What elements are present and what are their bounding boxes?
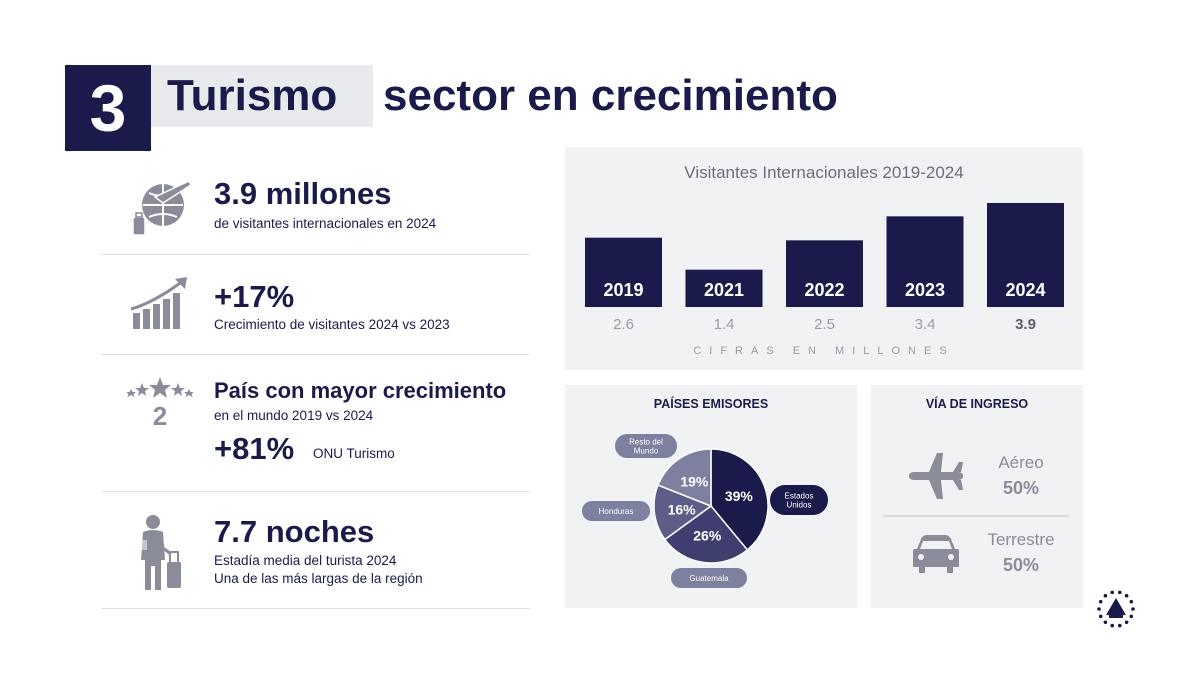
stat-growth: +17% Crecimiento de visitantes 2024 vs 2…	[101, 255, 530, 355]
title-highlight: Turismo	[151, 65, 373, 127]
seal-star	[1124, 620, 1129, 625]
seal-star	[1117, 590, 1122, 595]
seal-star	[1131, 607, 1135, 611]
pie-percent-label: 16%	[668, 502, 697, 518]
seal-star	[1110, 590, 1115, 595]
national-seal-icon	[1097, 590, 1135, 628]
chart-footnote: CIFRAS EN MILLONES	[693, 345, 955, 357]
bar-category-label: 2022	[804, 280, 844, 300]
seal-star	[1103, 593, 1108, 598]
seal-star	[1124, 593, 1129, 598]
bar-chart-svg: 2019 2.6 2021 1.4 2022 2.5 2023 3.4 2024 3.9	[585, 203, 1064, 333]
stat-description-2: Una de las más largas de la región	[214, 571, 423, 586]
pie-slice	[657, 448, 712, 508]
traveler-suitcase-icon	[139, 515, 181, 590]
seal-star	[1097, 607, 1101, 611]
stat-headline: 7.7 noches	[214, 514, 375, 549]
bar-2021	[685, 269, 763, 307]
stat-visitors: 3.9 millones de visitantes internacional…	[101, 160, 530, 255]
stars-rank-icon: 2	[127, 377, 193, 431]
bar-category-label: 2023	[905, 280, 945, 300]
stat-ranking: 2 País con mayor crecimiento en el mundo…	[101, 355, 530, 492]
bar-value-label: 2.5	[814, 316, 835, 333]
chart-title: Visitantes Internacionales 2019-2024	[684, 163, 964, 182]
pie-slice	[710, 448, 769, 551]
stat-headline: 3.9 millones	[214, 176, 392, 211]
entry-mode-value: 50%	[1002, 555, 1040, 575]
car-icon	[913, 535, 959, 573]
bar-value-label: 3.4	[915, 316, 936, 333]
source-countries-pie-chart: PAÍSES EMISORES 39% 26% 16% 19% Estados Unido…	[565, 385, 857, 608]
seal-star	[1098, 599, 1103, 604]
bar-value-label: 3.9	[1015, 316, 1036, 333]
pie-percent-label: 39%	[725, 488, 754, 504]
entry-mode-divider	[883, 515, 1069, 517]
bar-2023	[886, 216, 964, 307]
stat-description: Estadía media del turista 2024	[214, 553, 397, 568]
seal-star	[1103, 620, 1108, 625]
stat-description: en el mundo 2019 vs 2024	[214, 408, 374, 423]
pie-percent-label: 26%	[693, 527, 722, 543]
entry-mode-label: Terrestre	[987, 530, 1055, 549]
pie-slice	[663, 504, 749, 564]
stat-description: de visitantes internacionales en 2024	[214, 216, 437, 231]
seal-star	[1129, 599, 1134, 604]
section-number: 3	[65, 65, 151, 151]
pie-legend-label: Honduras	[599, 507, 634, 516]
seal-star	[1110, 623, 1115, 628]
bar-2024	[987, 203, 1064, 307]
stat-nights: 7.7 noches Estadía media del turista 202…	[101, 492, 530, 609]
seal-star	[1098, 614, 1103, 619]
entry-mode-label: Aéreo	[998, 453, 1044, 472]
pie-legend-label: Estados	[785, 492, 814, 501]
page-title: sector en crecimiento	[383, 71, 838, 120]
bar-category-label: 2021	[704, 280, 744, 300]
bar-2019	[585, 237, 662, 307]
seal-star	[1117, 623, 1122, 628]
pie-legend-label: Unidos	[787, 501, 812, 510]
stat-headline: País con mayor crecimiento	[214, 378, 507, 403]
stat-highlight: +81%	[214, 431, 295, 466]
pie-chart-title: PAÍSES EMISORES	[653, 397, 769, 411]
stat-headline: +17%	[214, 279, 295, 314]
stat-description: Crecimiento de visitantes 2024 vs 2023	[214, 317, 450, 332]
bar-value-label: 2.6	[613, 316, 634, 333]
pie-legend-label: Mundo	[634, 447, 659, 456]
bar-category-label: 2024	[1005, 280, 1045, 300]
airplane-icon	[909, 453, 963, 499]
rank-number: 2	[153, 401, 167, 431]
visitors-bar-chart: Visitantes Internacionales 2019-2024 201…	[565, 147, 1083, 370]
globe-plane-suitcase-icon	[132, 180, 192, 236]
pie-percent-label: 19%	[680, 473, 709, 489]
seal-star	[1129, 614, 1134, 619]
entry-mode-value: 50%	[1002, 478, 1040, 498]
entry-mode-title: VÍA DE INGRESO	[925, 397, 1029, 411]
pie-legend-pill	[671, 568, 747, 588]
pie-legend-label: Resto del	[629, 438, 663, 447]
entry-mode-panel: VÍA DE INGRESO Aéreo 50% Terrestre 50%	[871, 385, 1083, 608]
pie-slice	[653, 484, 713, 541]
bar-category-label: 2019	[603, 280, 643, 300]
pie-legend-pill	[615, 434, 677, 458]
bar-value-label: 1.4	[714, 316, 735, 333]
bar-2022	[786, 240, 863, 307]
growth-chart-icon	[130, 277, 187, 329]
pie-legend-label: Guatemala	[689, 574, 729, 583]
stat-source: ONU Turismo	[313, 446, 395, 461]
pie-legend-pill	[770, 485, 828, 515]
pie-legend-pill	[582, 501, 650, 521]
